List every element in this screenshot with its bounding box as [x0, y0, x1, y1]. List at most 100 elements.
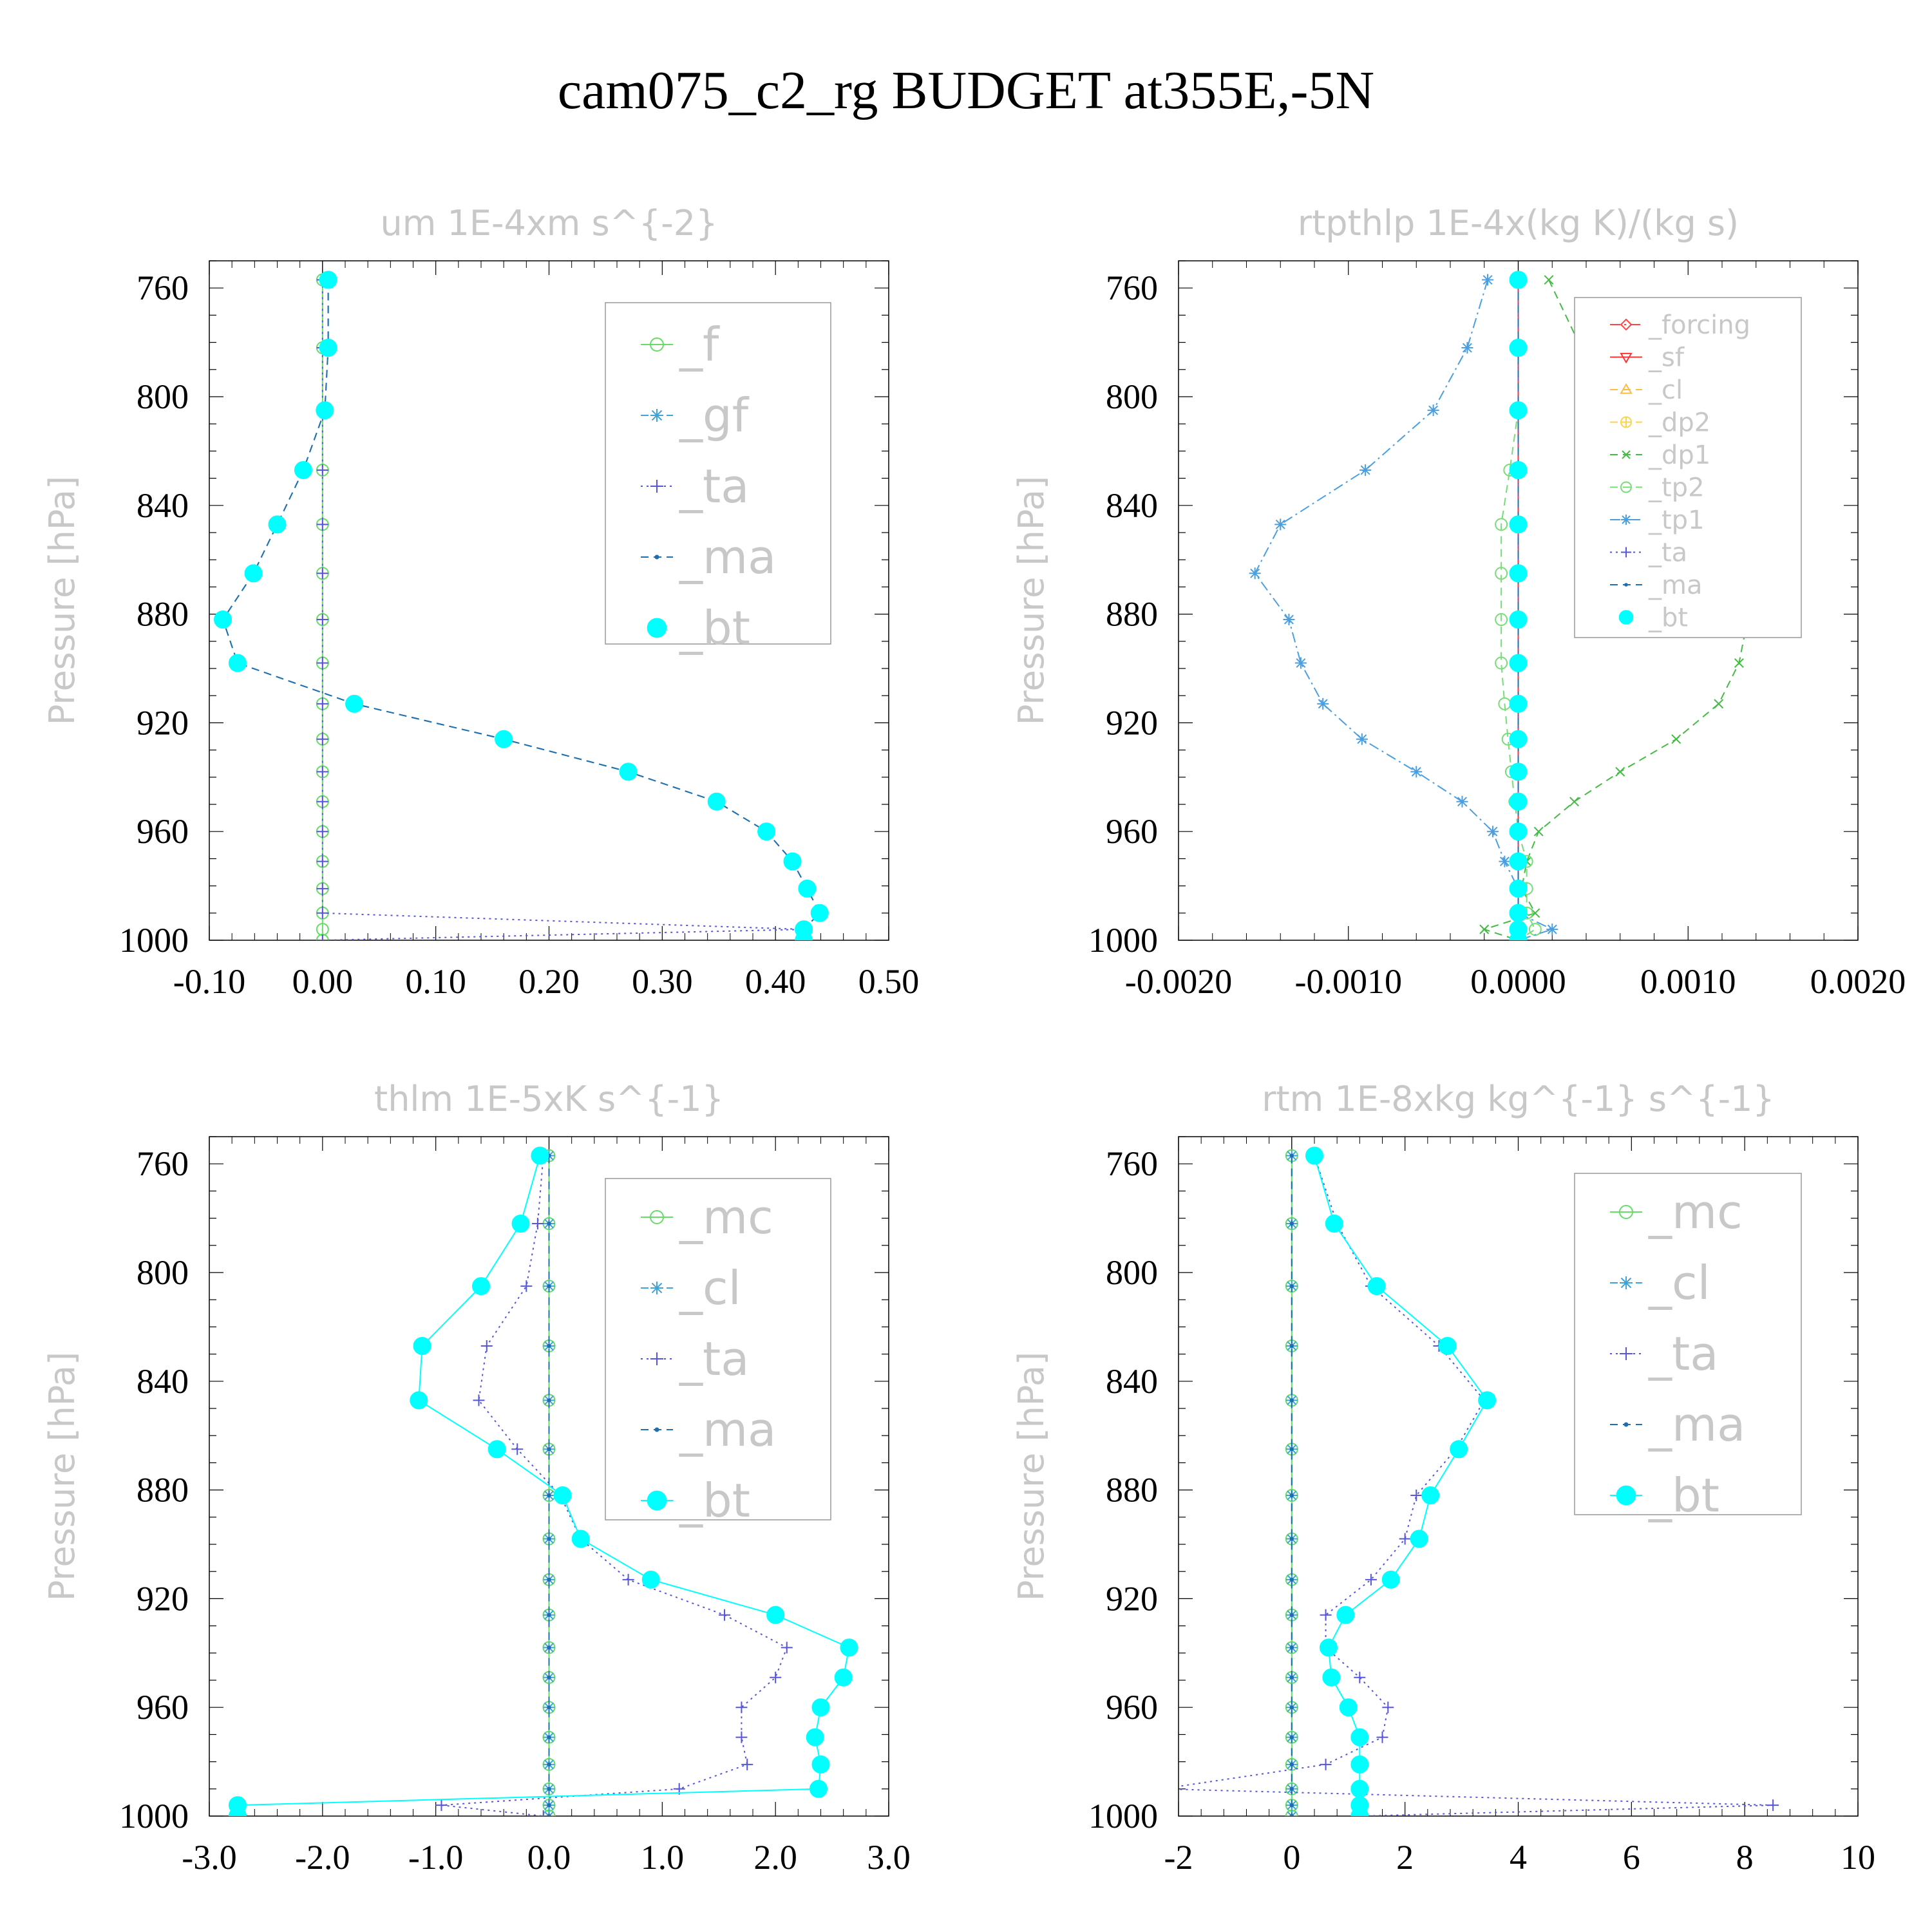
data-point-ta [435, 1799, 448, 1812]
data-point-tp1 [1274, 518, 1287, 531]
data-point-ma [547, 1283, 551, 1289]
series-line-tp2 [1501, 279, 1537, 940]
data-point-bt [1421, 1486, 1440, 1505]
data-point-ta [781, 1642, 793, 1654]
data-point-ma [547, 1705, 551, 1710]
data-point-bt [811, 1698, 830, 1717]
data-point-bt [1410, 1530, 1428, 1548]
data-point-ta [1399, 1533, 1411, 1545]
y-tick-label: 920 [1106, 703, 1158, 742]
data-point-bt [1450, 1440, 1468, 1459]
data-point-ma [1289, 1786, 1294, 1791]
data-point-ta [316, 518, 328, 531]
legend-marker [654, 554, 659, 560]
data-point-ma [1289, 1675, 1294, 1680]
data-point-ta [1410, 1490, 1423, 1502]
y-tick-label: 800 [137, 377, 189, 416]
data-point-tp1 [1546, 923, 1558, 936]
data-point-bt [1509, 792, 1528, 811]
data-point-dp1 [1569, 797, 1579, 807]
data-point-bt [1509, 694, 1528, 713]
legend-marker [1621, 417, 1631, 428]
data-point-ta [316, 614, 328, 626]
legend-label: _ta [679, 459, 749, 513]
data-point-tp2 [1495, 518, 1508, 531]
legend-label: _bt [1648, 603, 1688, 633]
y-tick-label: 880 [137, 1471, 189, 1510]
data-point-bt [1438, 1336, 1457, 1355]
data-point-bt [410, 1391, 428, 1410]
data-point-tp1 [1410, 766, 1423, 778]
x-tick-label: 1.0 [641, 1838, 685, 1877]
data-point-tp1 [1317, 697, 1329, 710]
panel-title: rtm 1E-8xkg kg^{-1} s^{-1} [1262, 1079, 1775, 1119]
data-point-ma [1289, 1613, 1294, 1617]
x-tick-label: 0.0 [527, 1838, 571, 1877]
y-tick-label: 880 [1106, 1471, 1158, 1510]
legend-label: _sf [1648, 343, 1685, 373]
x-tick-label: 6 [1623, 1838, 1640, 1877]
data-point-ma [547, 1447, 551, 1452]
legend-label: _dp1 [1648, 440, 1710, 470]
data-point-ma [1289, 1283, 1294, 1289]
series-line-ta [321, 279, 804, 940]
legend-marker [650, 1210, 664, 1224]
legend-marker [1618, 610, 1634, 625]
x-tick-label: -1.0 [408, 1838, 463, 1877]
legend-box [1574, 297, 1802, 638]
legend: _mc _cl _ta _ma _bt [605, 1178, 831, 1528]
chart-panel-2: rtpthlp 1E-4x(kg K)/(kg s) Pressure [hPa]… [1011, 203, 1906, 1001]
y-tick-label: 760 [137, 269, 189, 307]
x-tick-label: -0.0010 [1295, 962, 1402, 1001]
y-tick-label: 840 [1106, 1362, 1158, 1401]
legend-label: _mc [1648, 1185, 1743, 1239]
panel-title: thlm 1E-5xK s^{-1} [374, 1079, 724, 1119]
data-point-bt [268, 515, 287, 534]
legend-label: _cl [1648, 1256, 1710, 1310]
legend: _f _gf _ta _ma _bt [605, 302, 831, 655]
data-point-bt [1509, 564, 1528, 583]
data-point-bt [1509, 762, 1528, 781]
legend-label: _dp2 [1648, 408, 1710, 438]
data-point-bt [1509, 904, 1528, 922]
data-point-bt [1381, 1570, 1400, 1589]
data-point-ta [316, 795, 328, 808]
legend-label: _forcing [1648, 310, 1750, 340]
x-tick-label: 0 [1283, 1838, 1300, 1877]
data-point-bt [806, 1728, 824, 1747]
data-point-dp1 [1714, 699, 1724, 709]
legend-label: _ma [1648, 1397, 1745, 1452]
data-point-tp2 [1495, 567, 1508, 580]
data-point-bt [1509, 822, 1528, 841]
data-point-ta [316, 464, 328, 476]
data-point-ma [1289, 1493, 1294, 1498]
data-point-ma [547, 1735, 551, 1739]
data-point-bt [1350, 1755, 1369, 1774]
data-point-tp1 [1486, 826, 1499, 838]
data-point-ta [1354, 1671, 1366, 1683]
data-point-bt [294, 460, 312, 479]
data-point-bt [641, 1570, 660, 1589]
x-tick-label: -0.10 [173, 962, 245, 1001]
data-point-dp1 [1734, 658, 1744, 668]
data-point-tp1 [1356, 733, 1368, 745]
data-point-bt [316, 401, 334, 420]
legend-marker [650, 1282, 663, 1294]
x-tick-label: -3.0 [182, 1838, 236, 1877]
data-point-ma [1289, 1705, 1294, 1710]
y-tick-label: 1000 [119, 1797, 189, 1835]
series-line-ma [222, 279, 820, 940]
data-point-bt [834, 1668, 853, 1687]
data-point-ta [622, 1573, 634, 1586]
data-point-tp1 [1427, 404, 1439, 417]
data-point-ma [1289, 1221, 1294, 1226]
legend-marker [1620, 318, 1633, 331]
data-point-dp1 [1671, 734, 1681, 744]
data-point-ta [735, 1701, 748, 1714]
data-point-dp1 [1479, 924, 1490, 934]
data-point-bt [1322, 1668, 1341, 1687]
data-point-tp2 [1528, 923, 1542, 936]
data-point-ta [316, 907, 328, 919]
y-axis-label: Pressure [hPa] [42, 476, 82, 725]
data-point-tp1 [1283, 614, 1295, 626]
